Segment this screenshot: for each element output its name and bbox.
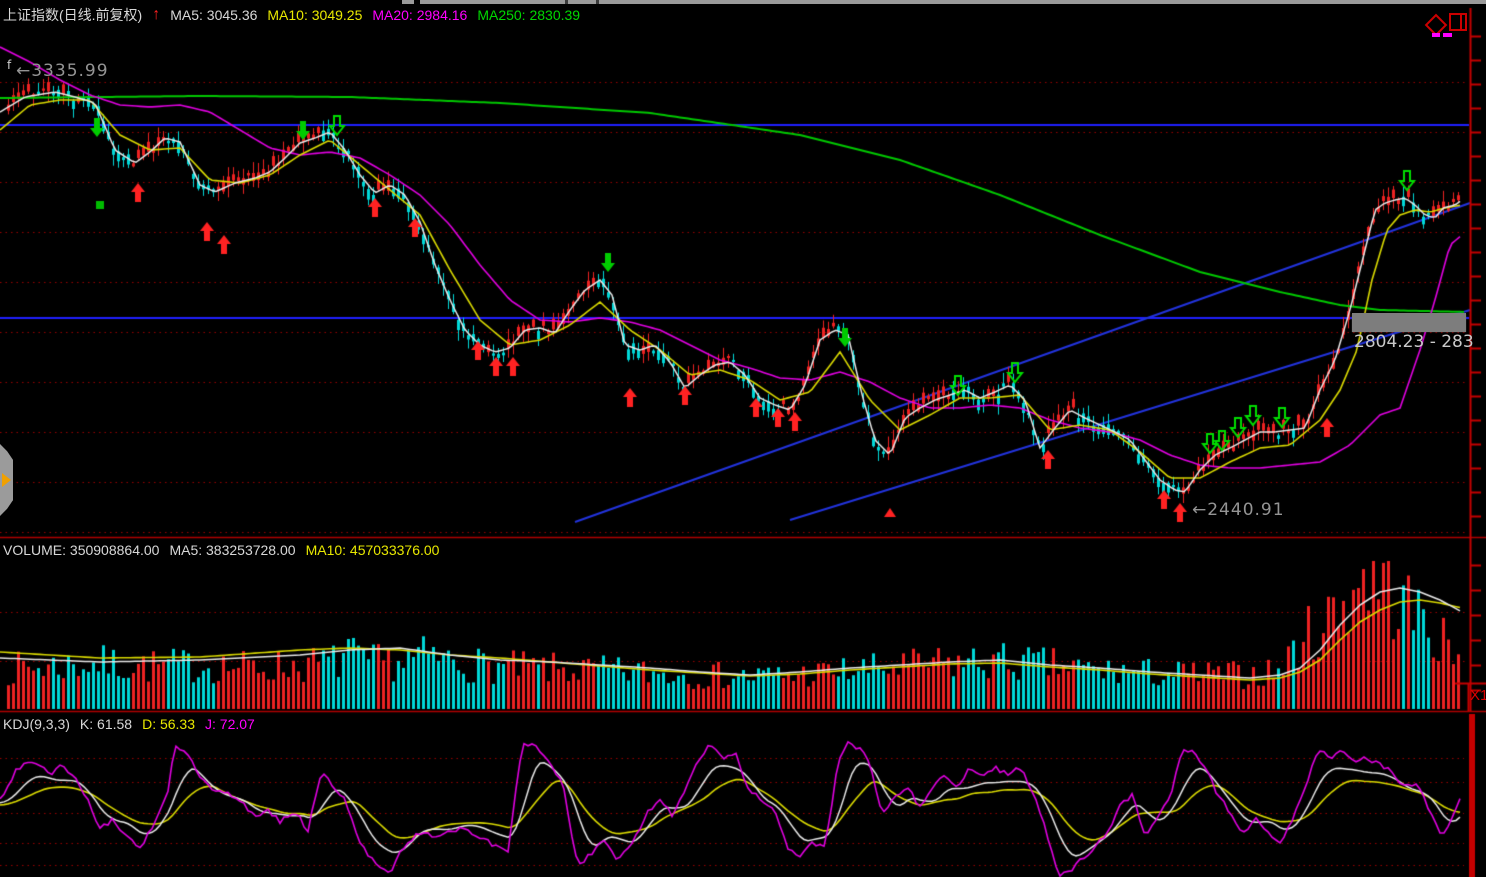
kdj-j-value: J: 72.07 xyxy=(205,716,255,732)
volume-header: VOLUME: 350908864.00 MA5: 383253728.00 M… xyxy=(3,540,449,560)
window-edge-strip xyxy=(420,0,1486,4)
volume-value: VOLUME: 350908864.00 xyxy=(3,542,160,558)
window-layout-icon[interactable] xyxy=(1449,13,1467,31)
kdj-k-value: K: 61.58 xyxy=(79,716,133,732)
drawing-flag-marker: f xyxy=(7,58,13,72)
ma10-value: MA10: 3049.25 xyxy=(267,7,363,23)
ma5-value: MA5: 3045.36 xyxy=(170,7,258,23)
window-edge-fragment xyxy=(402,0,414,4)
kdj-title: KDJ(9,3,3) xyxy=(3,716,70,732)
kdj-header: KDJ(9,3,3) K: 61.58 D: 56.33 J: 72.07 xyxy=(3,714,265,734)
price-range-label: 2804.23 - 283 xyxy=(1354,332,1474,352)
x1-scale-button[interactable]: X1 xyxy=(1470,687,1486,704)
ma250-value: MA250: 2830.39 xyxy=(477,7,581,23)
high-price-label: ←3335.99 xyxy=(16,61,109,81)
price-range-highlight-band xyxy=(1352,313,1466,332)
expand-arrow-icon xyxy=(2,473,11,487)
window-edge-notch xyxy=(596,0,599,4)
side-panel-expand-tab[interactable] xyxy=(0,444,13,516)
ma20-value: MA20: 2984.16 xyxy=(372,7,468,23)
window-edge-notch xyxy=(565,0,568,4)
volume-ma10-value: MA10: 457033376.00 xyxy=(305,542,440,558)
volume-ma5-value: MA5: 383253728.00 xyxy=(169,542,296,558)
magenta-dash-icon[interactable] xyxy=(1432,33,1440,37)
kdj-d-value: D: 56.33 xyxy=(142,716,196,732)
main-chart-header: 上证指数(日线.前复权) ↑ MA5: 3045.36 MA10: 3049.2… xyxy=(3,5,590,25)
instrument-title: 上证指数(日线.前复权) xyxy=(3,7,143,23)
low-price-label: ←2440.91 xyxy=(1192,500,1285,520)
up-arrow-icon: ↑ xyxy=(152,6,161,23)
window-layout-icon-divider xyxy=(1460,15,1462,29)
magenta-dash-icon[interactable] xyxy=(1443,33,1452,37)
